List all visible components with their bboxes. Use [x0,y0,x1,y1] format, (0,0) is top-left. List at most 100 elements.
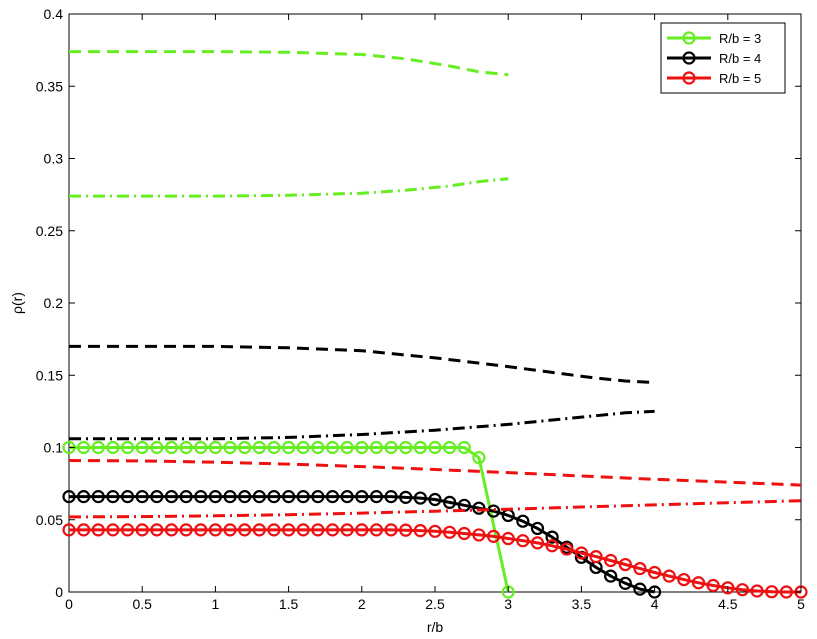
x-tick-label: 5 [797,596,805,612]
data-point [223,440,237,455]
series-line-1 [69,50,509,77]
data-point [238,440,252,455]
data-point [735,583,750,597]
series-6 [62,523,808,599]
series-7 [68,459,802,487]
data-point [399,440,413,455]
data-point [516,514,530,528]
data-point [457,440,471,455]
data-point [135,490,149,504]
x-tick-label: 0 [65,596,73,612]
data-point [282,523,296,537]
data-point [238,490,252,504]
data-point [633,561,647,576]
data-point [311,440,325,455]
data-point [208,523,222,537]
data-point [355,523,369,537]
x-tick-label: 1 [212,596,220,612]
data-point [472,501,486,515]
data-point [428,492,442,507]
data-point [282,440,296,455]
legend: R/b = 3 R/b = 4 R/b = 5 [660,22,786,94]
x-tick-label: 3 [504,596,512,612]
data-point [223,490,237,504]
data-point [267,440,281,455]
series-0 [62,440,515,599]
data-point [106,490,120,504]
data-point [179,490,193,504]
data-point [399,523,413,537]
legend-label: R/b = 5 [719,71,761,86]
x-tick-label: 3.5 [572,596,592,612]
legend-label: R/b = 3 [719,31,761,46]
legend-marker [682,31,696,45]
data-point [194,490,208,504]
series-1 [69,50,509,77]
data-point [311,523,325,537]
data-point [194,440,208,455]
data-point [589,549,603,564]
data-point [106,440,120,455]
data-point [120,440,135,455]
data-point [340,490,354,504]
data-point [325,440,340,455]
data-point [662,569,676,583]
data-point [486,529,501,543]
data-point [618,576,632,590]
data-point [238,523,252,537]
data-point [765,585,779,599]
data-point [428,440,442,455]
data-point [179,440,193,455]
data-point [530,521,545,536]
series-4 [69,344,655,384]
data-point [135,523,149,537]
x-tick-label: 4 [651,596,659,612]
data-point [164,523,179,537]
data-point [530,536,545,550]
legend-label: R/b = 4 [719,51,761,66]
data-point [62,490,76,504]
data-point [296,523,310,537]
data-point [647,565,662,580]
data-point [677,572,691,587]
data-point [618,557,632,572]
series-line-5 [69,409,655,441]
axes: 0 0.5 1 1.5 2 2.5 3 3.5 4 4.5 5 0 0.05 0.1 0.15 0.2 0.25… [36,6,805,612]
data-point [208,490,222,504]
y-axis-label: ρ(r) [9,292,25,314]
data-point [779,585,793,599]
data-point [428,524,442,538]
y-tick-label: 0.4 [44,6,64,22]
data-point [150,440,164,455]
data-point [691,576,706,590]
x-axis-label: r/b [427,619,444,635]
data-point [120,523,135,537]
x-tick-label: 1.5 [279,596,299,612]
legend-item: R/b = 4 [667,51,761,66]
data-point [457,526,471,541]
data-point [208,440,222,455]
data-point [252,440,266,455]
data-point [633,582,647,596]
data-point [296,440,310,455]
data-point [282,490,296,504]
series-line-7 [68,459,802,487]
data-point [384,523,398,537]
series-line-4 [69,344,655,384]
y-tick-label: 0.3 [44,151,64,167]
y-tick-label: 0.35 [36,78,63,94]
data-point [369,490,384,504]
data-point [267,490,281,504]
data-point [355,440,369,455]
data-point [472,451,486,465]
data-point [399,490,413,504]
data-point [355,490,369,504]
data-point [135,440,149,455]
series-line-2 [69,177,509,198]
data-point [604,553,618,568]
data-point [325,490,340,504]
data-point [164,490,179,504]
data-point [443,440,457,455]
y-tick-label: 0.25 [36,223,63,239]
